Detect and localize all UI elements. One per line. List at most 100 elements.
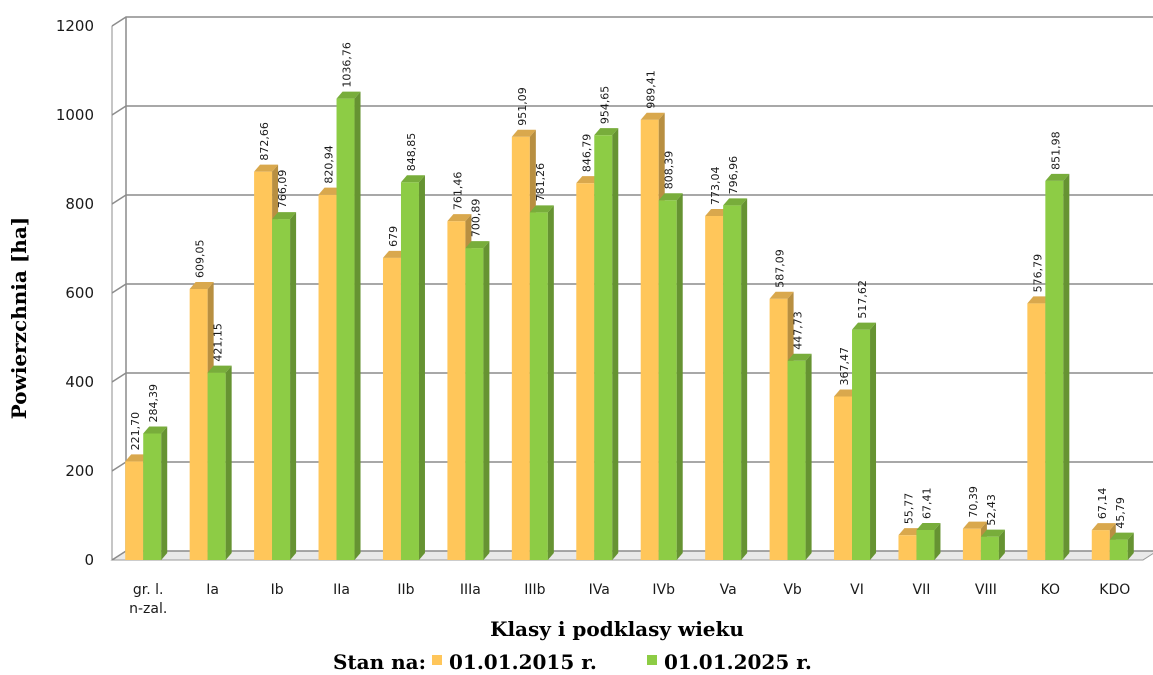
bar-side-2025 xyxy=(418,175,425,560)
bar-side-2025 xyxy=(612,128,619,560)
bar-2015 xyxy=(382,257,401,560)
bar-2025 xyxy=(658,200,677,560)
y-axis-ticks: 0 200 400 600 800 1000 1200 xyxy=(56,17,94,569)
bar-2025 xyxy=(400,182,419,560)
x-category-label: IIIa xyxy=(460,582,481,598)
bar-side-2025 xyxy=(998,529,1005,560)
bar-top-2015 xyxy=(769,291,794,299)
data-label-2015: 820,94 xyxy=(323,145,336,184)
data-label-2015: 367,47 xyxy=(838,347,851,386)
legend-prefix: Stan na: xyxy=(333,650,426,674)
data-label-2025: 851,98 xyxy=(1049,131,1062,170)
data-label-2015: 761,46 xyxy=(451,172,464,211)
x-category-label: KO xyxy=(1041,582,1060,598)
data-label-2015: 587,09 xyxy=(774,249,787,288)
bar-2025 xyxy=(787,360,806,560)
data-label-2015: 67,14 xyxy=(1096,488,1109,520)
bar-top-2025 xyxy=(143,426,168,434)
x-category-label: IIIb xyxy=(524,582,545,598)
bar-2015 xyxy=(834,396,853,560)
bar-2025 xyxy=(916,530,935,560)
bar-2015 xyxy=(125,461,144,560)
legend-label-2015: 01.01.2015 r. xyxy=(449,650,597,674)
data-label-2025: 781,26 xyxy=(534,163,547,202)
gridline xyxy=(111,105,1153,116)
y-tick-label: 800 xyxy=(65,195,94,213)
bar-top-2025 xyxy=(916,523,941,531)
x-category-label: KDO xyxy=(1099,582,1130,598)
bar-top-2025 xyxy=(852,322,877,330)
bar-2015 xyxy=(318,194,337,560)
bar-top-2025 xyxy=(272,212,297,220)
data-label-2025: 700,89 xyxy=(469,199,482,238)
y-tick-label: 1000 xyxy=(56,106,94,124)
bar-top-2025 xyxy=(529,205,554,213)
bar-top-2015 xyxy=(254,164,279,172)
data-label-2015: 70,39 xyxy=(967,486,980,518)
data-label-2025: 796,96 xyxy=(727,156,740,195)
bar-2015 xyxy=(898,535,917,560)
bar-2015 xyxy=(254,171,273,560)
bar-top-2025 xyxy=(658,193,683,201)
x-category-label: VI xyxy=(850,582,864,598)
x-axis-title: Klasy i podklasy wieku xyxy=(490,617,744,641)
bar-side-2025 xyxy=(870,322,877,560)
bar-2025 xyxy=(529,212,548,560)
y-axis-title: Powierzchnia [ha] xyxy=(7,217,31,419)
bar-top-2025 xyxy=(1109,532,1134,540)
bar-2015 xyxy=(705,215,724,560)
y-tick-label: 600 xyxy=(65,284,94,302)
bar-top-2025 xyxy=(1045,173,1070,181)
bar-2015 xyxy=(1027,303,1046,560)
x-category-label: Vb xyxy=(783,582,802,598)
bar-2025 xyxy=(272,219,291,560)
bar-2015 xyxy=(962,528,981,560)
bar-2025 xyxy=(723,205,742,561)
data-label-2025: 421,15 xyxy=(212,323,225,362)
bar-side-2025 xyxy=(483,241,490,560)
bar-2025 xyxy=(465,248,484,560)
bar-2025 xyxy=(852,329,871,560)
x-category-label: VII xyxy=(913,582,931,598)
x-category-label: IVa xyxy=(589,582,610,598)
bar-top-2015 xyxy=(962,521,987,529)
data-label-2025: 67,41 xyxy=(920,488,933,520)
x-category-label: IIa xyxy=(333,582,350,598)
data-label-2025: 848,85 xyxy=(405,133,418,172)
bar-2025 xyxy=(207,372,226,560)
bar-top-2015 xyxy=(511,129,536,137)
bar-2025 xyxy=(594,135,613,560)
data-label-2025: 447,73 xyxy=(792,311,805,350)
bar-top-2015 xyxy=(640,112,665,120)
data-label-2015: 576,79 xyxy=(1031,254,1044,293)
bar-side-2025 xyxy=(741,198,748,561)
bar-side-2025 xyxy=(161,426,168,560)
bar-side-2025 xyxy=(676,193,683,560)
bar-top-2025 xyxy=(207,365,232,373)
data-label-2025: 52,43 xyxy=(985,494,998,526)
y-tick-label: 1200 xyxy=(56,17,94,35)
bar-top-2015 xyxy=(189,281,214,289)
data-label-2015: 951,09 xyxy=(516,87,529,126)
x-category-label: VIII xyxy=(975,582,997,598)
bar-2025 xyxy=(143,433,162,560)
legend: Stan na: 01.01.2015 r. 01.01.2025 r. xyxy=(333,650,812,674)
bar-top-2025 xyxy=(336,91,361,99)
data-label-2015: 55,77 xyxy=(902,493,915,525)
data-label-2025: 1036,76 xyxy=(341,42,354,88)
bar-top-2025 xyxy=(980,529,1005,537)
data-label-2025: 284,39 xyxy=(147,384,160,423)
data-label-2025: 808,39 xyxy=(663,151,676,190)
y-tick-label: 200 xyxy=(65,462,94,480)
bars xyxy=(125,91,1134,561)
bar-top-2025 xyxy=(400,175,425,183)
data-label-2015: 679 xyxy=(387,226,400,247)
bar-2015 xyxy=(640,119,659,560)
x-category-label: gr. l. n-zal. xyxy=(129,582,167,617)
bar-side-2025 xyxy=(547,205,554,560)
data-label-2025: 954,65 xyxy=(598,86,611,125)
data-label-2025: 517,62 xyxy=(856,280,869,319)
bar-top-2025 xyxy=(787,353,812,361)
bar-2015 xyxy=(769,298,788,560)
